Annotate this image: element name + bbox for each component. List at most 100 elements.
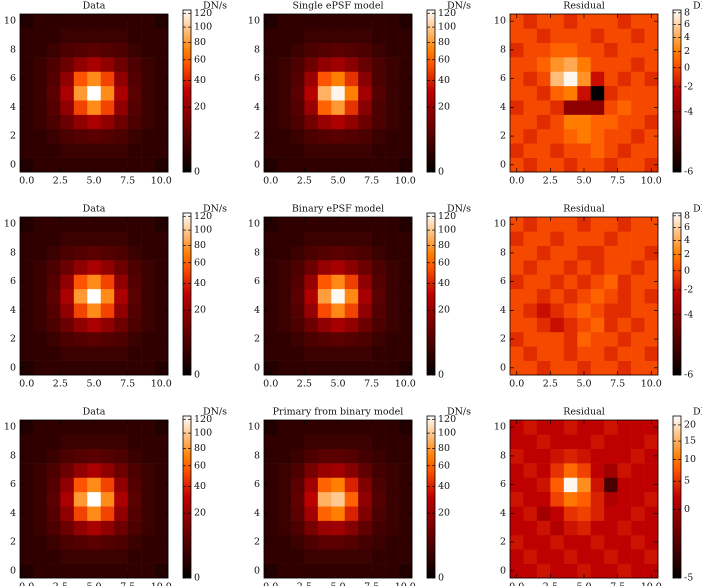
x-tick-label: 2.5 [543, 582, 558, 586]
pixel [100, 217, 115, 232]
pixel [277, 360, 292, 376]
pixel [100, 420, 115, 435]
x-tick-label: 5.0 [86, 582, 101, 586]
pixel [563, 303, 578, 318]
pixel [577, 477, 592, 493]
y-tick-label: 6 [500, 479, 506, 490]
colorbar-tick-label: 100 [438, 22, 456, 33]
pixel [20, 303, 34, 318]
x-tick-label: 10.0 [151, 176, 172, 187]
pixel [510, 14, 524, 29]
pixel [304, 217, 319, 232]
pixel [264, 534, 278, 550]
pixel [563, 71, 578, 87]
pixel [510, 157, 524, 173]
pixel [73, 491, 88, 507]
colorbar-tick-label: -2 [684, 284, 693, 295]
colorbar-tick-label: 60 [438, 257, 450, 268]
pixel [73, 463, 88, 478]
pixel [371, 57, 386, 72]
pixel [33, 42, 48, 58]
pixel [523, 157, 538, 173]
pixel [644, 71, 659, 87]
pixel [344, 128, 359, 144]
pixel [617, 28, 632, 44]
pixel [563, 520, 578, 536]
pixel [644, 346, 659, 361]
colorbar-tick-label: 80 [194, 240, 206, 251]
pixel [510, 288, 524, 304]
pixel [46, 143, 61, 158]
pixel [510, 520, 524, 536]
pixel [100, 563, 115, 579]
pixel [577, 42, 592, 58]
pixel [20, 549, 34, 564]
pixel [127, 420, 142, 435]
pixel [331, 85, 346, 101]
colorbar-tick-label: 5 [684, 476, 690, 487]
pixel [317, 303, 332, 318]
pixel [371, 520, 386, 536]
pixel [304, 71, 319, 87]
pixel [631, 217, 645, 232]
pixel [317, 14, 332, 29]
pixel [154, 274, 169, 290]
pixel [141, 434, 155, 450]
pixel [631, 260, 645, 275]
pixel [577, 114, 592, 130]
pixel [33, 231, 48, 247]
pixel [590, 303, 605, 318]
pixel [20, 288, 34, 304]
pixel [127, 85, 142, 101]
pixel [644, 506, 659, 521]
pixel [617, 217, 632, 232]
pixel [290, 346, 305, 361]
pixel [264, 288, 278, 304]
pixel [523, 549, 538, 564]
pixel [290, 420, 305, 435]
pixel [523, 534, 538, 550]
colorbar-tick-label: 120 [194, 414, 212, 425]
pixel [154, 114, 169, 130]
pixel [358, 114, 372, 130]
pixel [385, 14, 399, 29]
pixel [617, 506, 632, 521]
pixel [398, 71, 413, 87]
x-tick-label: 0.0 [263, 176, 278, 187]
pixel [127, 274, 142, 290]
pixel [141, 317, 155, 333]
pixel [60, 477, 75, 493]
pixel [617, 57, 632, 72]
pixel [290, 534, 305, 550]
panel-title: Single ePSF model [292, 1, 383, 12]
pixel [114, 245, 128, 261]
pixel [304, 143, 319, 158]
pixel [87, 71, 102, 87]
y-tick-label: 0 [254, 565, 260, 576]
pixel [46, 434, 61, 450]
x-tick-label: 10.0 [395, 582, 416, 586]
pixel [577, 231, 592, 247]
x-tick-label: 5.0 [86, 379, 101, 390]
pixel [141, 420, 155, 435]
pixel [523, 317, 538, 333]
pixel [398, 317, 413, 333]
pixel [60, 85, 75, 101]
pixel [631, 346, 645, 361]
pixel [563, 85, 578, 101]
pixel [536, 100, 551, 115]
pixel [20, 563, 34, 579]
pixel [20, 420, 34, 435]
y-tick-label: 8 [500, 247, 506, 258]
pixel [87, 331, 102, 347]
pixel [398, 245, 413, 261]
pixel [617, 317, 632, 333]
pixel [331, 477, 346, 493]
pixel [127, 288, 142, 304]
pixel [331, 100, 346, 115]
pixel [617, 100, 632, 115]
colorbar-tick-label: 0 [194, 167, 200, 178]
pixel [20, 434, 34, 450]
pixel [154, 143, 169, 158]
pixel [264, 28, 278, 44]
